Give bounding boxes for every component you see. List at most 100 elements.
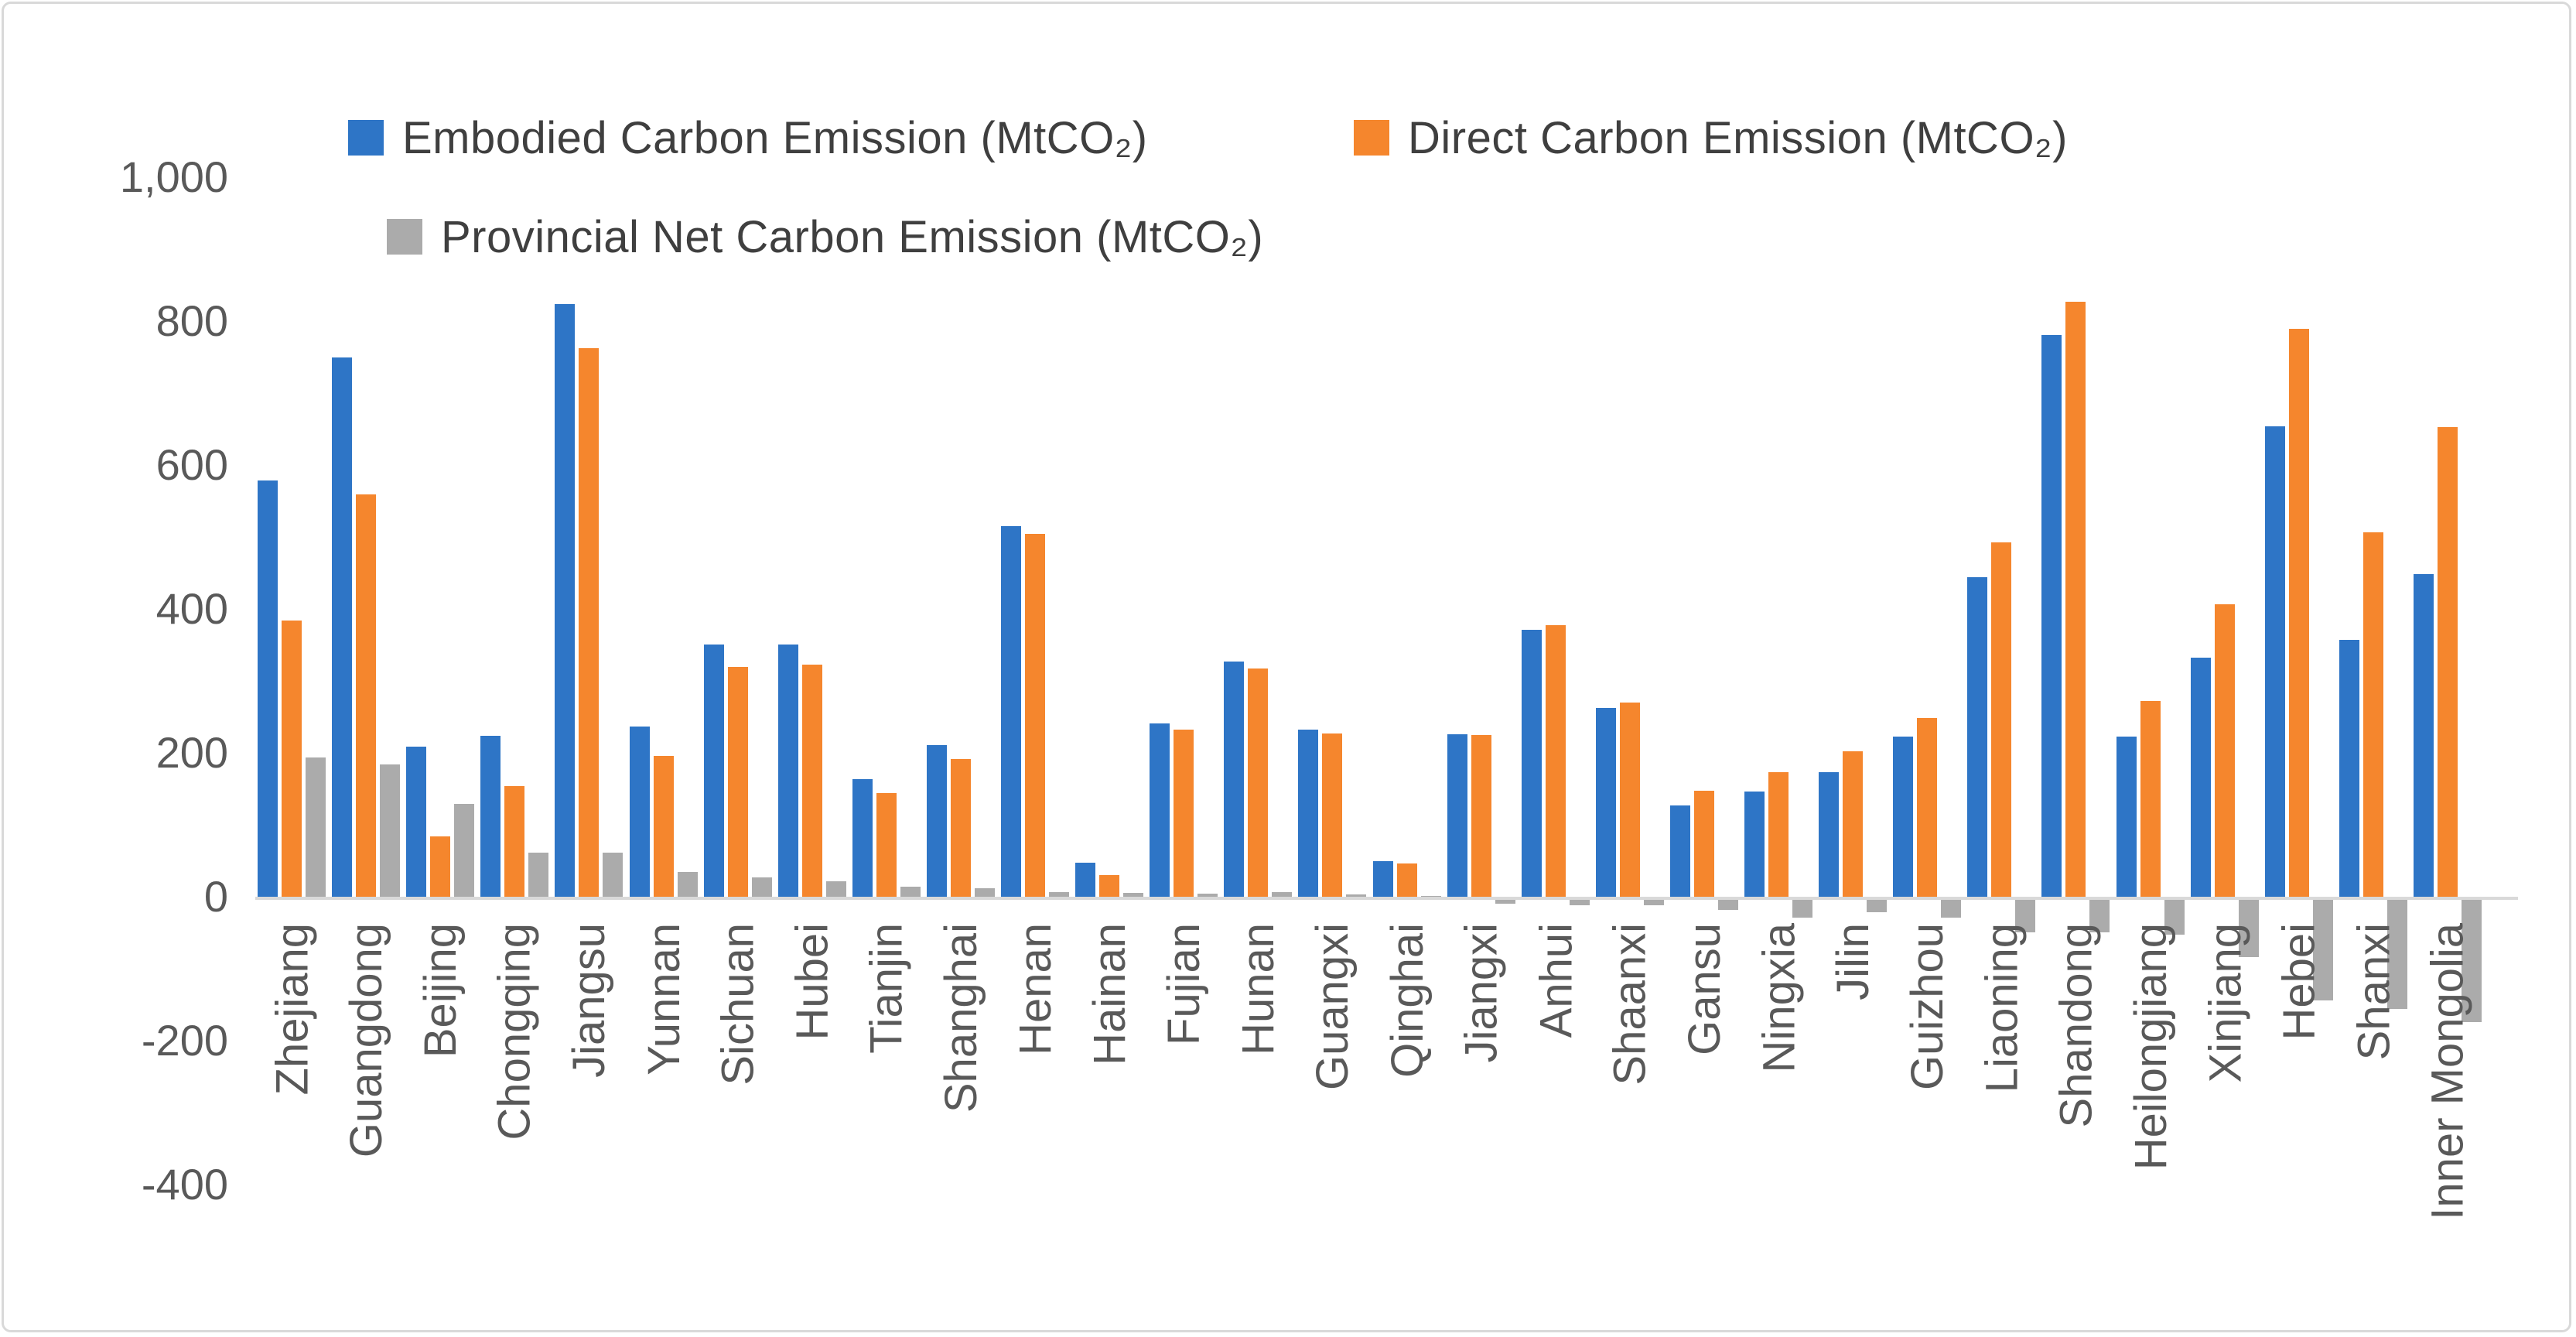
bar-liaoning-series-3 bbox=[2015, 900, 2035, 932]
bar-qinghai-series-1 bbox=[1373, 861, 1393, 898]
bar-zhejiang-series-2 bbox=[282, 621, 302, 898]
bar-xinjiang-series-1 bbox=[2191, 658, 2211, 898]
bar-guangxi-series-2 bbox=[1322, 733, 1342, 898]
x-axis-category-label: Jiangxi bbox=[1457, 923, 1507, 1063]
bar-jilin-series-2 bbox=[1843, 751, 1863, 898]
legend-item: Embodied Carbon Emission (MtCO₂) bbox=[348, 112, 1148, 163]
bar-liaoning-series-2 bbox=[1991, 542, 2011, 898]
x-axis-category-label: Ningxia bbox=[1754, 923, 1804, 1073]
x-axis-category-label: Gansu bbox=[1679, 923, 1730, 1055]
bar-gansu-series-3 bbox=[1718, 900, 1738, 910]
y-axis-tick-label: 400 bbox=[155, 584, 228, 633]
bar-chongqing-series-2 bbox=[504, 786, 524, 898]
bar-yunnan-series-1 bbox=[630, 727, 650, 898]
bar-heilongjiang-series-3 bbox=[2164, 900, 2185, 935]
x-axis-category-label: Qinghai bbox=[1382, 923, 1433, 1078]
x-axis-category-label: Hunan bbox=[1233, 923, 1283, 1055]
bar-guangdong-series-2 bbox=[356, 494, 376, 898]
y-axis-tick-label: -400 bbox=[141, 1160, 228, 1209]
bar-ningxia-series-1 bbox=[1744, 792, 1765, 898]
bar-sichuan-series-2 bbox=[728, 667, 748, 898]
bar-gansu-series-1 bbox=[1670, 805, 1690, 898]
bar-anhui-series-3 bbox=[1570, 900, 1590, 905]
bar-shanghai-series-3 bbox=[975, 888, 995, 898]
bar-sichuan-series-1 bbox=[704, 645, 724, 898]
bar-tianjin-series-3 bbox=[900, 887, 921, 898]
bar-henan-series-1 bbox=[1001, 526, 1021, 898]
bar-jilin-series-1 bbox=[1819, 772, 1839, 898]
x-axis-category-label: Shanxi bbox=[2349, 923, 2399, 1061]
x-axis-category-label: Jilin bbox=[1828, 923, 1878, 1000]
bar-jiangxi-series-1 bbox=[1447, 734, 1467, 898]
bar-jiangxi-series-2 bbox=[1471, 735, 1491, 898]
legend-label: Direct Carbon Emission (MtCO₂) bbox=[1408, 112, 2068, 163]
bar-shandong-series-2 bbox=[2065, 302, 2086, 898]
bar-xinjiang-series-3 bbox=[2239, 900, 2259, 957]
bar-fujian-series-1 bbox=[1150, 723, 1170, 898]
bar-shanxi-series-2 bbox=[2363, 532, 2383, 898]
bar-inner-mongolia-series-3 bbox=[2462, 900, 2482, 1022]
bar-inner-mongolia-series-2 bbox=[2438, 427, 2458, 898]
legend-label: Embodied Carbon Emission (MtCO₂) bbox=[402, 112, 1148, 163]
bar-hebei-series-3 bbox=[2313, 900, 2333, 1000]
bar-shandong-series-3 bbox=[2089, 900, 2110, 932]
x-axis-category-label: Inner Mongolia bbox=[2423, 923, 2473, 1220]
x-axis-category-label: Yunnan bbox=[639, 923, 689, 1075]
bar-anhui-series-2 bbox=[1546, 625, 1566, 898]
bar-jiangsu-series-1 bbox=[555, 304, 575, 898]
y-axis-tick-label: 200 bbox=[155, 728, 228, 777]
bar-beijing-series-2 bbox=[430, 836, 450, 898]
bar-sichuan-series-3 bbox=[752, 877, 772, 898]
bar-shaanxi-series-2 bbox=[1620, 703, 1640, 898]
x-axis-category-label: Guangxi bbox=[1307, 923, 1358, 1091]
x-axis-category-label: Beijing bbox=[415, 923, 466, 1058]
bar-yunnan-series-3 bbox=[678, 872, 698, 898]
bar-zhejiang-series-3 bbox=[306, 757, 326, 898]
x-axis-category-label: Hubei bbox=[787, 923, 838, 1041]
bar-shaanxi-series-3 bbox=[1644, 900, 1664, 905]
y-axis-tick-label: 0 bbox=[203, 872, 228, 921]
bar-beijing-series-1 bbox=[406, 747, 426, 898]
bar-tianjin-series-1 bbox=[852, 779, 873, 898]
y-axis-tick-label: 800 bbox=[155, 296, 228, 345]
x-axis-category-label: Liaoning bbox=[1976, 923, 2027, 1093]
bar-hubei-series-2 bbox=[802, 665, 822, 898]
bar-shanghai-series-1 bbox=[927, 745, 947, 898]
bar-hunan-series-2 bbox=[1248, 668, 1268, 898]
x-axis-category-label: Sichuan bbox=[713, 923, 764, 1086]
bar-hunan-series-1 bbox=[1224, 662, 1244, 898]
bar-shandong-series-1 bbox=[2041, 335, 2062, 898]
x-axis-category-label: Shandong bbox=[2051, 923, 2101, 1128]
y-axis-tick-label: 1,000 bbox=[119, 152, 228, 201]
legend-label: Provincial Net Carbon Emission (MtCO₂) bbox=[441, 211, 1264, 262]
x-axis-category-label: Hainan bbox=[1085, 923, 1135, 1065]
x-axis-category-label: Anhui bbox=[1531, 923, 1581, 1038]
bar-jiangsu-series-3 bbox=[603, 853, 623, 898]
bar-yunnan-series-2 bbox=[654, 756, 674, 898]
bar-henan-series-3 bbox=[1049, 892, 1069, 898]
y-axis-tick-label: 600 bbox=[155, 440, 228, 489]
bar-guangxi-series-1 bbox=[1298, 730, 1318, 898]
bar-ningxia-series-2 bbox=[1768, 772, 1789, 898]
bar-hainan-series-1 bbox=[1075, 863, 1095, 898]
bar-hainan-series-2 bbox=[1099, 875, 1119, 898]
legend-item: Direct Carbon Emission (MtCO₂) bbox=[1354, 112, 2068, 163]
legend-swatch-icon bbox=[387, 219, 422, 255]
bar-anhui-series-1 bbox=[1522, 630, 1542, 898]
bar-fujian-series-2 bbox=[1174, 730, 1194, 898]
y-axis-tick-label: -200 bbox=[141, 1016, 228, 1065]
x-axis-category-label: Tianjin bbox=[862, 923, 912, 1054]
x-axis-category-label: Shaanxi bbox=[1605, 923, 1655, 1086]
bar-inner-mongolia-series-1 bbox=[2414, 574, 2434, 898]
legend-swatch-icon bbox=[1354, 120, 1389, 156]
x-axis-category-label: Chongqing bbox=[490, 923, 540, 1140]
x-axis-line bbox=[255, 897, 2518, 900]
bar-hubei-series-1 bbox=[778, 645, 798, 898]
bar-henan-series-2 bbox=[1025, 534, 1045, 898]
bar-zhejiang-series-1 bbox=[258, 480, 278, 898]
bar-shaanxi-series-1 bbox=[1596, 708, 1616, 898]
x-axis-category-label: Shanghai bbox=[936, 923, 986, 1113]
bar-guizhou-series-2 bbox=[1917, 718, 1937, 898]
bar-guizhou-series-3 bbox=[1941, 900, 1961, 918]
